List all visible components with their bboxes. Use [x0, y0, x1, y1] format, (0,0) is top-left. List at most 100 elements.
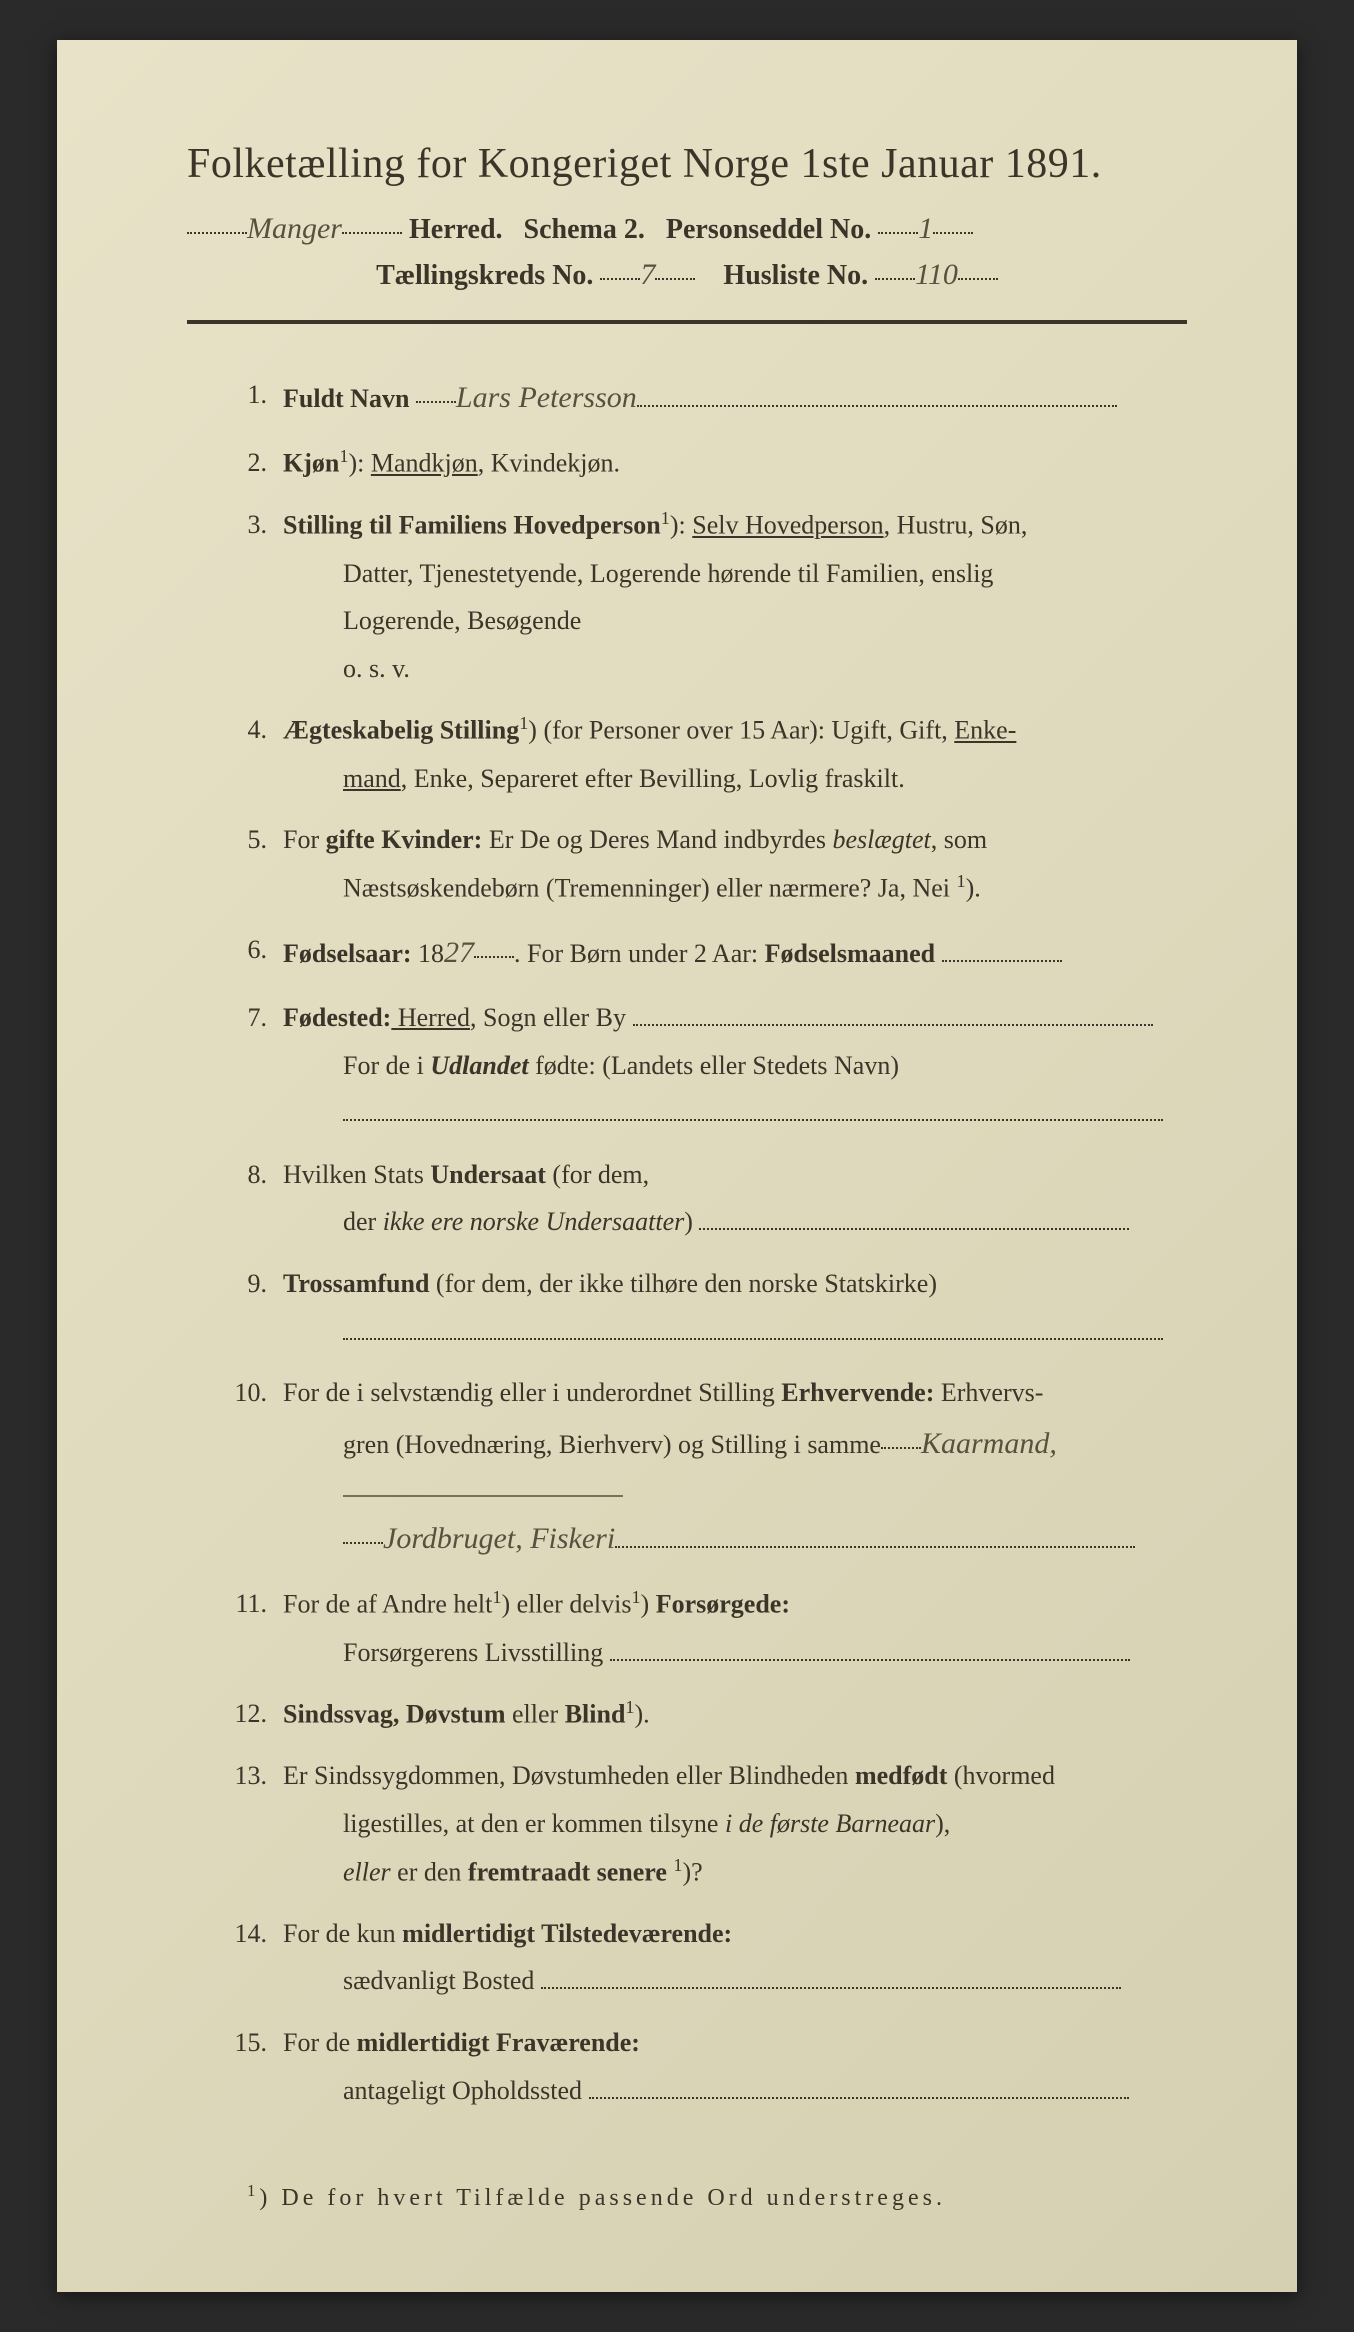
- census-form-page: Folketælling for Kongeriget Norge 1ste J…: [57, 40, 1297, 2292]
- hw2: Jordbruget, Fiskeri: [383, 1522, 615, 1555]
- label: Fuldt Navn: [283, 384, 409, 413]
- label: midlertidigt Tilstedeværende:: [402, 1919, 732, 1948]
- sup: 1: [661, 508, 670, 528]
- line2-rest: ): [684, 1207, 693, 1236]
- suffix: ).: [635, 1700, 650, 1729]
- prefix: Er Sindssygdommen, Døvstumheden eller Bl…: [283, 1761, 855, 1790]
- rest: (for dem, der ikke tilhøre den norske St…: [429, 1269, 937, 1298]
- line4: o. s. v.: [283, 648, 1187, 690]
- label: Erhvervende:: [781, 1378, 934, 1407]
- item-num: 14.: [227, 1913, 283, 2002]
- item-12: 12. Sindssvag, Døvstum eller Blind1).: [227, 1693, 1187, 1735]
- line2: sædvanligt Bosted: [343, 1966, 534, 1995]
- item-num: 13.: [227, 1755, 283, 1892]
- sup: 1: [631, 1587, 640, 1607]
- herred-label: Herred.: [409, 214, 503, 245]
- label: gifte Kvinder:: [326, 825, 483, 854]
- item-11: 11. For de af Andre helt1) eller delvis1…: [227, 1583, 1187, 1673]
- year-prefix: 18: [412, 939, 445, 968]
- rest: (for dem,: [546, 1160, 649, 1189]
- item-num: 1.: [227, 374, 283, 422]
- italic: beslægtet: [833, 825, 931, 854]
- tkreds-no: 7: [640, 258, 655, 291]
- line2-italic: ikke ere norske Undersaatter: [383, 1207, 685, 1236]
- suffix: )?: [683, 1857, 703, 1886]
- label: Ægteskabelig Stilling: [283, 716, 519, 745]
- item-5: 5. For gifte Kvinder: Er De og Deres Man…: [227, 819, 1187, 909]
- line2-italic: i de første Barneaar: [725, 1809, 935, 1838]
- item-15: 15. For de midlertidigt Fraværende: anta…: [227, 2022, 1187, 2111]
- sup: 1: [673, 1855, 682, 1875]
- line2-rest: , Enke, Separeret efter Bevilling, Lovli…: [401, 764, 905, 793]
- item-4: 4. Ægteskabelig Stilling1) (for Personer…: [227, 709, 1187, 799]
- item-1: 1. Fuldt Navn Lars Petersson: [227, 374, 1187, 422]
- label: midlertidigt Fraværende:: [357, 2028, 640, 2057]
- item-num: 4.: [227, 709, 283, 799]
- rest: , Sogn eller By: [470, 1003, 626, 1032]
- rest: , Hustru, Søn,: [884, 511, 1028, 540]
- label: Fødselsaar:: [283, 939, 412, 968]
- item-num: 2.: [227, 442, 283, 484]
- item-num: 10.: [227, 1372, 283, 1563]
- rest: Er De og Deres Mand indbyrdes: [482, 825, 832, 854]
- line2-rest: fødte: (Landets eller Stedets Navn): [529, 1051, 899, 1080]
- footnote: 1) De for hvert Tilfælde passende Ord un…: [187, 2181, 1187, 2212]
- label: Kjøn: [283, 449, 339, 478]
- label2: Blind: [565, 1700, 626, 1729]
- line3: Logerende, Besøgende: [283, 600, 1187, 642]
- prefix: For de i selvstændig eller i underordnet…: [283, 1378, 781, 1407]
- prefix: For: [283, 825, 326, 854]
- item-num: 15.: [227, 2022, 283, 2111]
- prefix: For de: [283, 2028, 357, 2057]
- selected-option: Mandkjøn: [371, 449, 478, 478]
- husliste-no: 110: [915, 258, 958, 291]
- line2: Næstsøskendebørn (Tremenninger) eller næ…: [343, 873, 957, 902]
- line2-italic: Udlandet: [430, 1051, 528, 1080]
- prefix: Hvilken Stats: [283, 1160, 430, 1189]
- husliste-label: Husliste No.: [723, 260, 868, 291]
- header-line-1: Manger Herred. Schema 2. Personseddel No…: [187, 212, 1187, 246]
- label: Stilling til Familiens Hovedperson: [283, 511, 661, 540]
- line2-underlined: mand: [343, 764, 401, 793]
- line2: Forsørgerens Livsstilling: [343, 1638, 603, 1667]
- line2: gren (Hovednæring, Bierhverv) og Stillin…: [343, 1430, 881, 1459]
- item-14: 14. For de kun midlertidigt Tilstedevære…: [227, 1913, 1187, 2002]
- line2-prefix: ligestilles, at den er kommen tilsyne: [343, 1809, 725, 1838]
- label: Fødested:: [283, 1003, 391, 1032]
- item-num: 7.: [227, 997, 283, 1134]
- personseddel-no: 1: [918, 212, 933, 245]
- sup: 1: [625, 1697, 634, 1717]
- line2: Datter, Tjenestetyende, Logerende hørend…: [283, 553, 1187, 595]
- form-items: 1. Fuldt Navn Lars Petersson 2. Kjøn1): …: [187, 374, 1187, 2111]
- item-13: 13. Er Sindssygdommen, Døvstumheden elle…: [227, 1755, 1187, 1892]
- label: Trossamfund: [283, 1269, 429, 1298]
- item-num: 6.: [227, 929, 283, 977]
- label: medfødt: [855, 1761, 947, 1790]
- hw1: Kaarmand,: [921, 1427, 1057, 1460]
- schema-label: Schema 2.: [524, 214, 645, 245]
- personseddel-label: Personseddel No.: [666, 214, 871, 245]
- suffix: ):: [348, 449, 370, 478]
- prefix: For de kun: [283, 1919, 402, 1948]
- rest2: , som: [931, 825, 987, 854]
- label: Sindssvag, Døvstum: [283, 1700, 506, 1729]
- line2-prefix: der: [343, 1207, 383, 1236]
- rest: . For Børn under 2 Aar:: [514, 939, 765, 968]
- selected-option: Herred: [391, 1003, 470, 1032]
- item-num: 3.: [227, 504, 283, 689]
- item-10: 10. For de i selvstændig eller i underor…: [227, 1372, 1187, 1563]
- item-num: 9.: [227, 1263, 283, 1352]
- suffix: ) (for Personer over 15 Aar): Ugift, Gif…: [528, 716, 954, 745]
- suffix: ): [641, 1590, 656, 1619]
- year-value: 27: [444, 936, 474, 969]
- selected-option: Enke-: [954, 716, 1016, 745]
- rest: eller: [506, 1700, 565, 1729]
- footnote-text: ) De for hvert Tilfælde passende Ord und…: [259, 2185, 946, 2211]
- item-num: 5.: [227, 819, 283, 909]
- item-num: 11.: [227, 1583, 283, 1673]
- item-7: 7. Fødested: Herred, Sogn eller By For d…: [227, 997, 1187, 1134]
- prefix: For de af Andre helt: [283, 1590, 492, 1619]
- footnote-sup: 1: [247, 2181, 259, 2200]
- tkreds-label: Tællingskreds No.: [376, 260, 593, 291]
- line2-rest: ),: [935, 1809, 950, 1838]
